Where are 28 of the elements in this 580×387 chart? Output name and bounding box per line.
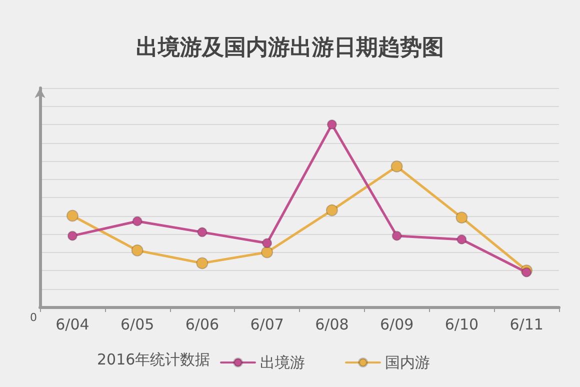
point xyxy=(261,246,274,258)
text: 2016年统计数据 xyxy=(97,350,210,368)
point xyxy=(456,212,468,224)
x-tick-label: 6/08 xyxy=(315,316,349,334)
x-tick-label: 6/05 xyxy=(120,316,154,334)
point xyxy=(132,216,142,226)
point xyxy=(522,267,532,278)
x-tick-label: 6/04 xyxy=(56,316,90,334)
x-tick-label: 6/10 xyxy=(444,316,479,334)
chart-title: 出境游及国内游出游日期趋势图 xyxy=(136,34,444,60)
text: 0 xyxy=(30,311,37,324)
point xyxy=(326,120,337,130)
x-tick-label: 6/09 xyxy=(380,316,414,334)
point xyxy=(196,257,208,270)
x-tick-label: 6/11 xyxy=(510,316,544,334)
point xyxy=(392,230,402,241)
point xyxy=(456,234,467,244)
point xyxy=(326,204,338,216)
x-tick-label: 6/07 xyxy=(250,316,284,334)
point xyxy=(390,160,403,172)
legend-label: 国内游 xyxy=(385,354,430,372)
legend-label: 出境游 xyxy=(260,354,305,372)
point xyxy=(197,227,208,238)
point xyxy=(67,230,78,241)
point xyxy=(131,244,144,256)
point xyxy=(262,238,272,248)
x-tick-label: 6/06 xyxy=(185,316,220,334)
point xyxy=(66,210,78,222)
